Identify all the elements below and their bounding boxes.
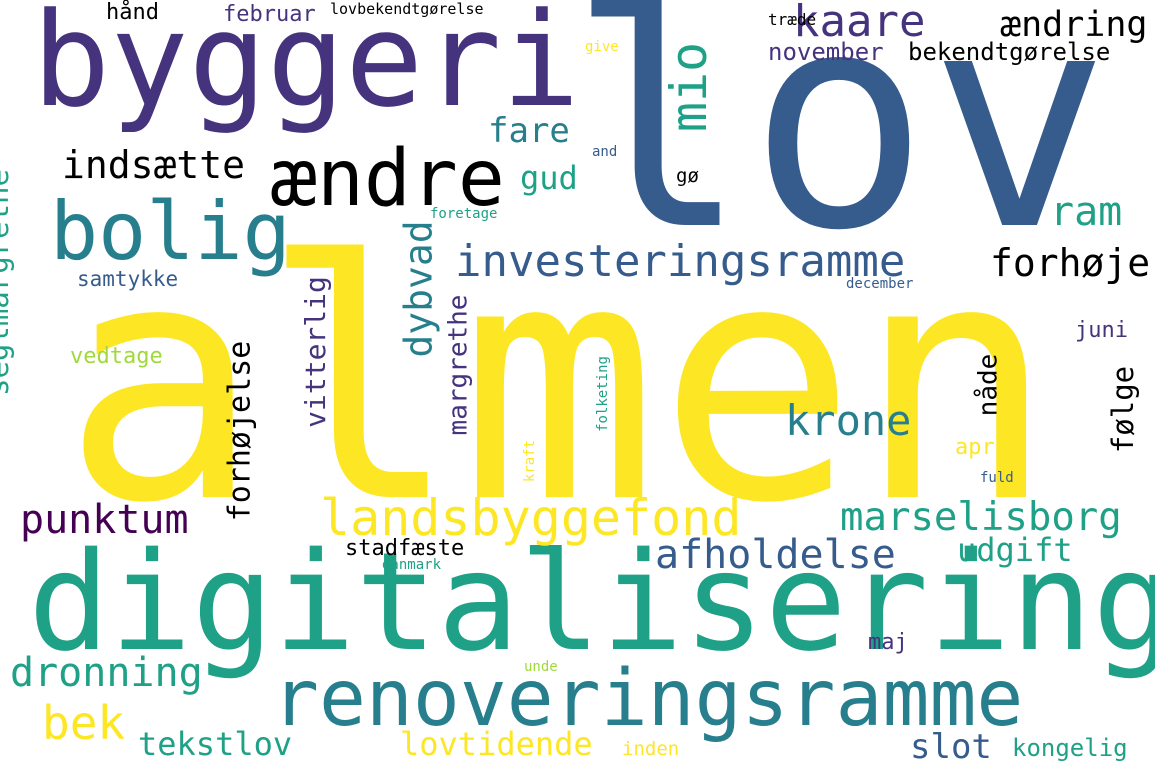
word-seglmargrethe: seglmargrethe	[0, 169, 15, 396]
word-marselisborg: marselisborg	[840, 495, 1122, 540]
word-traede: træde	[768, 10, 817, 29]
word-februar: februar	[223, 2, 316, 27]
word-give: give	[585, 39, 619, 55]
word-digitalisering: digitalisering	[28, 524, 1155, 682]
word-bolig: bolig	[50, 185, 291, 278]
word-almen: almen	[62, 191, 1056, 575]
word-danmark: danmark	[382, 557, 442, 573]
word-samtykke: samtykke	[77, 267, 179, 291]
word-krone: krone	[785, 396, 912, 445]
word-naade: nåde	[973, 353, 1004, 417]
word-vitterlig: vitterlig	[298, 276, 332, 428]
word-haand: hånd	[106, 0, 159, 25]
word-ram: ram	[1050, 189, 1123, 235]
word-afholdelse: afholdelse	[655, 532, 896, 578]
word-punktum: punktum	[20, 497, 189, 543]
word-lov: lov	[568, 0, 1110, 296]
word-maj: maj	[868, 630, 908, 655]
word-goe: gø	[676, 165, 699, 187]
word-kaare: kaare	[793, 0, 926, 47]
word-fare: fare	[488, 111, 570, 151]
word-and: and	[592, 144, 618, 160]
word-dronning: dronning	[10, 650, 203, 696]
word-aendre: ændre	[270, 134, 505, 224]
word-investeringsramme: investeringsramme	[455, 236, 906, 287]
word-byggeri: byggeri	[32, 0, 580, 136]
word-tekstlov: tekstlov	[138, 725, 293, 763]
word-lovtidende: lovtidende	[400, 725, 593, 763]
word-kraft: kraft	[522, 439, 539, 483]
word-foretage: foretage	[430, 206, 498, 222]
word-mio: mio	[660, 41, 719, 133]
word-fuld: fuld	[980, 470, 1014, 486]
word-gud: gud	[520, 159, 578, 197]
word-november: november	[768, 38, 884, 66]
word-inden: inden	[622, 738, 680, 760]
word-stadfaeste: stadfæste	[345, 536, 465, 561]
word-bekendtgoerelse: bekendtgørelse	[908, 38, 1111, 66]
word-forhoeje: forhøje	[990, 241, 1151, 285]
word-renoveringsramme: renoveringsramme	[272, 654, 1024, 744]
word-folketing: folketing	[594, 356, 611, 432]
word-lovbekendtgoerelse: lovbekendtgørelse	[330, 0, 484, 18]
word-foelge: følge	[1106, 365, 1141, 454]
word-vedtage: vedtage	[70, 344, 163, 369]
word-slot: slot	[910, 727, 992, 767]
word-kongelig: kongelig	[1012, 734, 1128, 762]
word-unde: unde	[524, 659, 558, 675]
word-dybvad: dybvad	[396, 220, 441, 358]
word-bek: bek	[42, 696, 126, 750]
word-indsaette: indsætte	[62, 143, 246, 187]
word-december: december	[846, 276, 914, 292]
word-margrethe: margrethe	[443, 294, 474, 436]
word-april: april	[955, 435, 1022, 460]
word-forhoejelse: forhøjelse	[222, 340, 258, 522]
word-landsbyggefond: landsbyggefond	[320, 489, 742, 547]
word-udgift: udgift	[957, 531, 1073, 569]
word-juni: juni	[1075, 318, 1128, 343]
word-aendring: ændring	[1000, 5, 1148, 45]
